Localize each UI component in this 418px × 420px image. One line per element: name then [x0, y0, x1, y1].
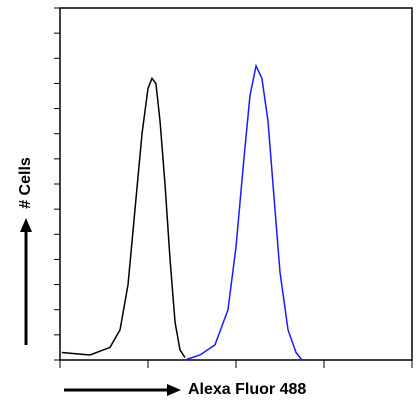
x-axis-label: Alexa Fluor 488	[188, 381, 306, 398]
x-arrow-head	[167, 384, 181, 396]
histogram-line	[61, 76, 186, 358]
histogram-line	[184, 63, 303, 361]
y-axis-label: # Cells	[17, 157, 34, 209]
y-arrow-head	[20, 218, 32, 232]
plot-frame	[59, 7, 413, 361]
